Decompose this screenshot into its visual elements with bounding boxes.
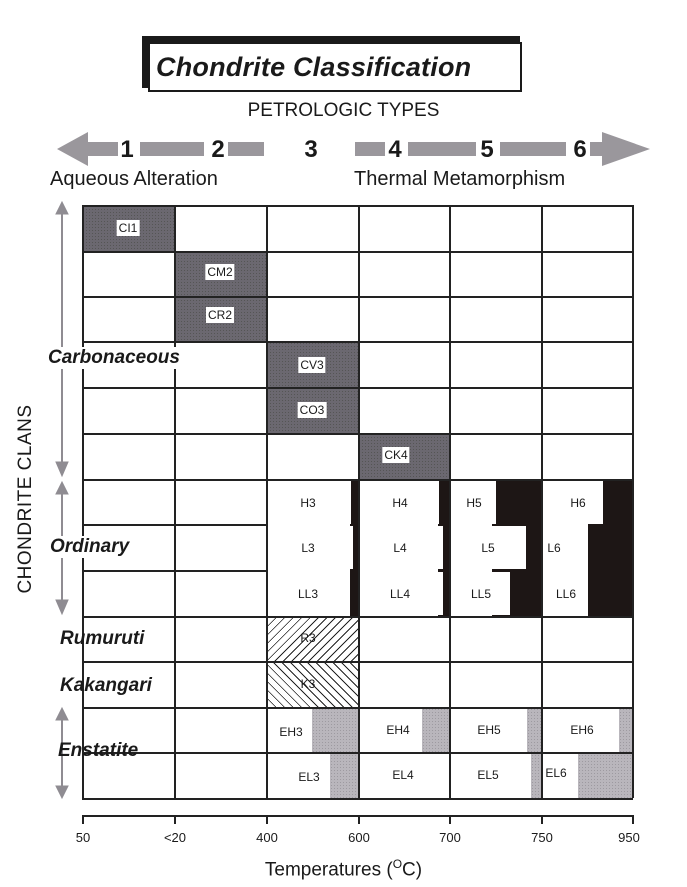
clan-rumuruti: Rumuruti [60, 628, 145, 649]
x-axis-title: Temperatures (OC) [0, 857, 687, 881]
class-L5: L5 [481, 541, 495, 555]
clan-kakangari: Kakangari [60, 675, 152, 696]
box-LL6 [543, 572, 586, 615]
class-L3: L3 [301, 541, 315, 555]
type-3: 3 [304, 136, 318, 163]
page-title: Chondrite Classification [156, 51, 472, 82]
enstatite-EL5-fill [531, 754, 541, 798]
class-EL3: EL3 [298, 770, 320, 784]
class-EH5: EH5 [477, 723, 501, 737]
x-axis-title-suffix: C) [402, 859, 423, 881]
class-L4: L4 [393, 541, 407, 555]
class-R3: R3 [300, 631, 316, 645]
cell-K3-hatch [268, 663, 358, 707]
type-4: 4 [388, 136, 402, 163]
clan-carbonaceous: Carbonaceous [48, 347, 182, 369]
class-H4: H4 [392, 496, 408, 510]
enstatite-EL6-fill [578, 754, 633, 798]
x-tick-700: 700 [439, 830, 461, 845]
petrologic-types-label: PETROLOGIC TYPES [247, 100, 440, 121]
class-EH4: EH4 [386, 723, 410, 737]
title-box: Chondrite Classification [148, 42, 522, 92]
enstatite-EH4-fill [422, 708, 449, 753]
class-CR2: CR2 [205, 307, 235, 323]
box-L5 [451, 526, 526, 569]
class-H6: H6 [570, 496, 586, 510]
clan-ordinary: Ordinary [50, 536, 132, 558]
x-tick-lt20: <20 [163, 830, 187, 845]
box-L3 [268, 526, 353, 569]
x-tick-750: 750 [531, 830, 553, 845]
y-axis-title: CHONDRITE CLANS [15, 404, 36, 594]
enstatite-EH6-fill [619, 708, 633, 753]
x-tick-950: 950 [618, 830, 640, 845]
type-2: 2 [211, 136, 225, 163]
box-LL4 [360, 572, 443, 615]
cell-CK4 [358, 433, 449, 479]
enstatite-EH3-fill [312, 708, 358, 753]
x-tick-600: 600 [348, 830, 370, 845]
class-CK4: CK4 [382, 447, 410, 463]
thermal-metamorphism-label: Thermal Metamorphism [354, 168, 566, 190]
box-H3 [268, 481, 351, 524]
petrologic-arrows-icon [57, 132, 650, 166]
x-tick-50: 50 [75, 830, 91, 845]
x-axis-title-prefix: Temperatures ( [264, 859, 393, 881]
clan-enstatite: Enstatite [58, 740, 139, 761]
class-K3: K3 [300, 677, 316, 691]
box-L6 [543, 526, 564, 569]
type-6: 6 [573, 136, 587, 163]
box-LL5 [451, 572, 510, 615]
class-EL5: EL5 [477, 768, 499, 782]
class-EL4: EL4 [392, 768, 414, 782]
clan-range-arrows-icon [55, 200, 69, 800]
box-L4 [360, 526, 443, 569]
class-CM2: CM2 [205, 264, 235, 280]
class-LL4: LL4 [389, 587, 411, 601]
class-CO3: CO3 [297, 402, 327, 418]
class-H5: H5 [466, 496, 482, 510]
cell-R3-hatch [268, 618, 358, 662]
enstatite-EH5-fill [527, 708, 541, 753]
x-tick-400: 400 [256, 830, 278, 845]
class-EH6: EH6 [570, 723, 594, 737]
class-LL3: LL3 [297, 587, 319, 601]
class-EL6: EL6 [545, 766, 567, 780]
box-LL3 [268, 572, 344, 615]
ordinary-type3-black [350, 479, 358, 616]
class-L6: L6 [547, 541, 561, 555]
type-5: 5 [480, 136, 494, 163]
class-CV3: CV3 [298, 357, 326, 373]
enstatite-EL3-fill [330, 754, 358, 798]
class-CI1: CI1 [116, 220, 140, 236]
classification-grid: CI1 CM2 CR2 CV3 CO3 CK4 H3 L3 LL3 H4 L4 … [82, 205, 634, 800]
class-LL5: LL5 [470, 587, 492, 601]
class-EH3: EH3 [279, 725, 303, 739]
aqueous-alteration-label: Aqueous Alteration [50, 168, 218, 190]
box-H4 [360, 481, 439, 524]
x-axis-title-degree: O [392, 857, 403, 871]
box-H6 [543, 481, 603, 524]
box-H5 [451, 481, 496, 524]
class-H3: H3 [300, 496, 316, 510]
type-1: 1 [120, 136, 134, 163]
class-LL6: LL6 [555, 587, 577, 601]
